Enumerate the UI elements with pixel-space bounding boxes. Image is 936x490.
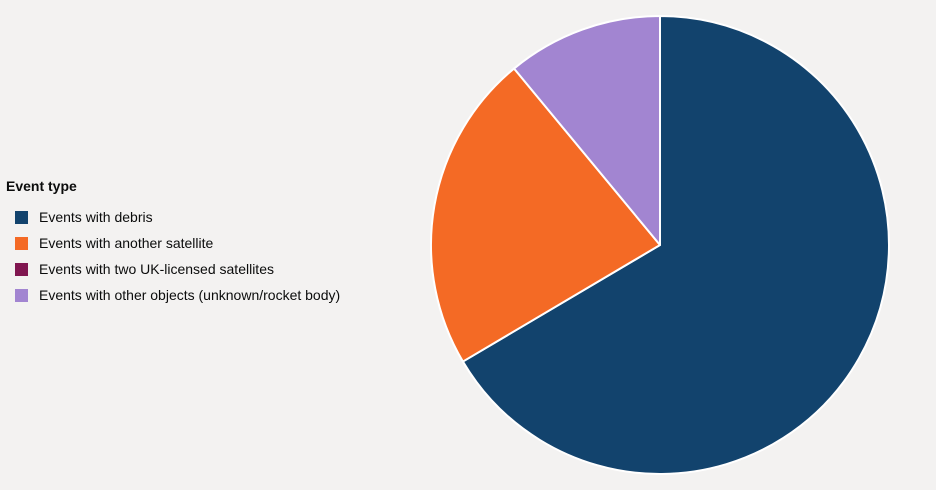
legend-swatch bbox=[15, 262, 28, 276]
legend-title: Event type bbox=[6, 178, 77, 194]
legend-label: Events with debris bbox=[39, 209, 153, 225]
pie-slice bbox=[461, 15, 890, 475]
pie-slice bbox=[513, 15, 661, 246]
legend-list: Events with debris Events with another sa… bbox=[6, 204, 406, 308]
legend-item: Events with two UK-licensed satellites bbox=[6, 256, 406, 282]
legend-label: Events with two UK-licensed satellites bbox=[39, 261, 274, 277]
legend-swatch bbox=[15, 210, 28, 224]
legend-item: Events with other objects (unknown/rocke… bbox=[6, 282, 406, 308]
legend-label: Events with other objects (unknown/rocke… bbox=[39, 287, 341, 303]
chart-legend: Event type Events with debris Events with… bbox=[6, 178, 406, 308]
legend-swatch bbox=[15, 288, 28, 302]
legend-item: Events with another satellite bbox=[6, 230, 406, 256]
legend-item: Events with debris bbox=[6, 204, 406, 230]
pie-slice bbox=[430, 67, 661, 363]
legend-label: Events with another satellite bbox=[39, 235, 214, 251]
legend-swatch bbox=[15, 236, 28, 250]
